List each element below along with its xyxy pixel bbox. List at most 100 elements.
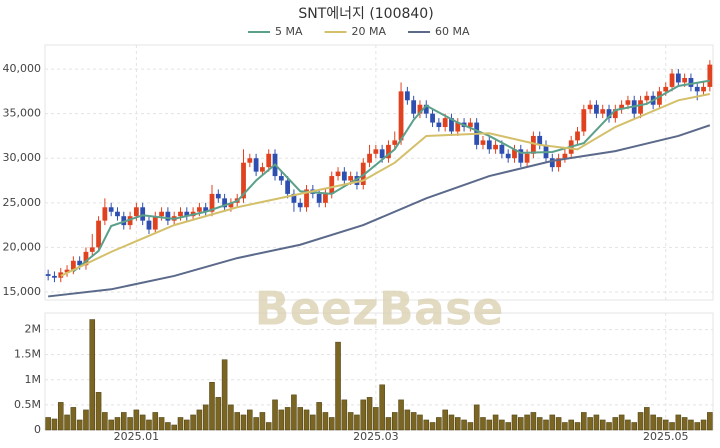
volume-bar bbox=[631, 422, 637, 431]
candle-body bbox=[612, 109, 618, 119]
candle-body bbox=[102, 207, 108, 221]
volume-bar bbox=[423, 419, 430, 431]
candle-body bbox=[531, 135, 536, 154]
y-tick-label: 35,000 bbox=[3, 107, 42, 120]
volume-bar bbox=[398, 399, 404, 431]
volume-bar bbox=[492, 414, 499, 431]
ma-line bbox=[72, 79, 711, 273]
candle-body bbox=[594, 104, 599, 114]
volume-bar bbox=[499, 419, 505, 431]
candle-body bbox=[404, 91, 410, 101]
volume-bar bbox=[146, 419, 152, 431]
volume-bar bbox=[587, 417, 593, 431]
candle-body bbox=[354, 176, 360, 185]
volume-bar bbox=[259, 412, 266, 431]
volume-bar bbox=[373, 407, 379, 431]
volume-panel bbox=[44, 312, 714, 431]
candle-body bbox=[108, 207, 114, 212]
ma-line bbox=[48, 124, 711, 298]
watermark: BeezBase bbox=[255, 282, 504, 336]
volume-bar bbox=[581, 412, 587, 431]
candle-body bbox=[587, 104, 593, 110]
candle-body bbox=[663, 86, 669, 92]
candle-body bbox=[619, 104, 625, 110]
volume-bar bbox=[410, 412, 417, 431]
candle-body bbox=[493, 144, 498, 150]
volume-bar bbox=[184, 419, 190, 431]
volume-bar bbox=[688, 419, 694, 431]
y2-tick-label: 0.5M bbox=[14, 398, 41, 411]
volume-bar bbox=[555, 417, 562, 431]
volume-bar bbox=[139, 414, 146, 431]
volume-bar bbox=[310, 414, 316, 431]
candle-body bbox=[562, 153, 568, 159]
volume-bar bbox=[316, 402, 322, 431]
candle-body bbox=[260, 167, 265, 172]
ma-line bbox=[60, 93, 711, 277]
y2-tick-label: 1M bbox=[25, 373, 42, 386]
volume-bar bbox=[524, 414, 530, 431]
volume-bar bbox=[599, 419, 606, 431]
volume-bar bbox=[278, 409, 285, 431]
volume-bar bbox=[391, 412, 398, 431]
candle-body bbox=[341, 171, 347, 181]
candle-body bbox=[127, 216, 133, 226]
y-tick-label: 40,000 bbox=[3, 62, 42, 75]
candle-body bbox=[89, 247, 95, 252]
candle-body bbox=[253, 158, 259, 172]
volume-bar bbox=[303, 409, 310, 431]
volume-bar bbox=[70, 407, 77, 431]
candle-body bbox=[96, 220, 101, 248]
volume-bar bbox=[121, 412, 127, 431]
candle-body bbox=[575, 131, 580, 141]
candle-body bbox=[707, 64, 713, 87]
volume-bar bbox=[618, 414, 625, 431]
candle-body bbox=[625, 100, 631, 105]
volume-bar bbox=[637, 412, 644, 431]
candle-body bbox=[480, 140, 486, 145]
candle-body bbox=[436, 122, 442, 128]
candle-body bbox=[45, 274, 51, 276]
candle-body bbox=[430, 113, 435, 123]
volume-bar bbox=[675, 414, 682, 431]
volume-bar bbox=[530, 412, 537, 431]
candle-body bbox=[512, 149, 517, 159]
candle-body bbox=[278, 176, 284, 181]
candle-body bbox=[669, 73, 675, 87]
volume-bar bbox=[209, 382, 215, 431]
volume-bar bbox=[234, 412, 240, 431]
volume-bar bbox=[486, 419, 493, 431]
volume-bar bbox=[461, 419, 467, 431]
volume-bar bbox=[480, 417, 486, 431]
candle-body bbox=[694, 86, 700, 92]
volume-bar bbox=[681, 417, 688, 431]
candle-body bbox=[600, 109, 606, 114]
volume-bar bbox=[354, 414, 360, 431]
volume-bar bbox=[347, 412, 354, 431]
volume-bar bbox=[436, 417, 442, 431]
candle-body bbox=[228, 202, 234, 208]
volume-bar bbox=[700, 419, 707, 431]
candle-body bbox=[638, 100, 643, 114]
candle-body bbox=[386, 144, 391, 159]
candle-body bbox=[360, 162, 366, 185]
volume-bar bbox=[152, 412, 159, 431]
candle-body bbox=[241, 162, 246, 199]
candle-body bbox=[581, 109, 587, 132]
candle-body bbox=[657, 91, 662, 105]
candle-body bbox=[165, 211, 171, 221]
candle-body bbox=[518, 149, 524, 163]
volume-bar bbox=[448, 414, 455, 431]
volume-bar bbox=[247, 409, 253, 431]
volume-bar bbox=[177, 417, 184, 431]
candle-body bbox=[83, 251, 89, 266]
candle-body bbox=[222, 198, 227, 208]
volume-bar bbox=[291, 394, 297, 431]
candle-body bbox=[423, 104, 429, 114]
candle-body bbox=[675, 73, 681, 83]
candle-body bbox=[329, 176, 335, 194]
volume-bar bbox=[158, 417, 165, 431]
volume-bar bbox=[669, 422, 675, 431]
volume-bar bbox=[171, 424, 177, 431]
volume-bar bbox=[473, 404, 480, 431]
